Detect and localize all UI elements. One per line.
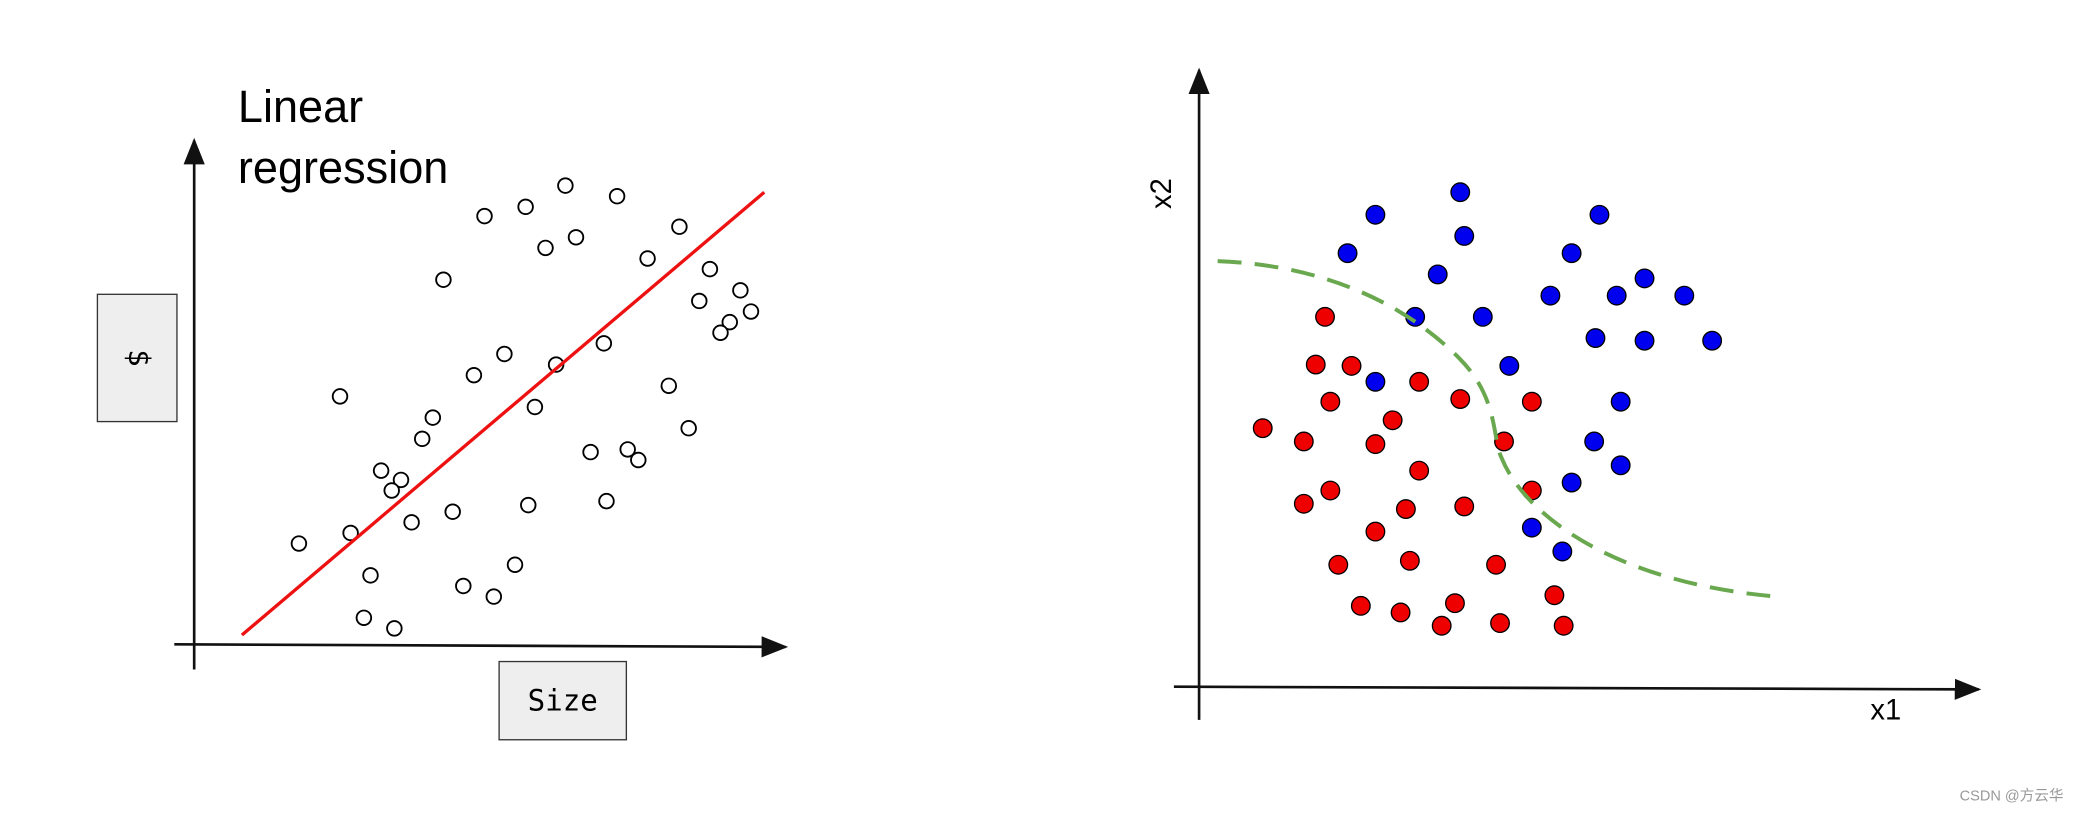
classification-diagram: x2 x1: [1146, 67, 1982, 727]
watermark: CSDN @方云华: [1960, 788, 2064, 805]
title-line: regression: [238, 142, 448, 193]
y-label: $: [122, 349, 156, 367]
data-points: [290, 177, 760, 637]
x-label-box: [498, 660, 628, 741]
x-label: Size: [528, 684, 598, 718]
regression-line: [240, 190, 766, 637]
class-b-points: [1252, 306, 1574, 636]
y-label: x2: [1146, 178, 1178, 209]
y-label-box: [96, 293, 178, 423]
class-a-points: [1337, 182, 1723, 562]
decision-boundary: [1217, 259, 1778, 599]
x-label: x1: [1870, 695, 1901, 727]
linear-regression-diagram: Linear regression $ Size: [96, 81, 789, 741]
title-line: Linear: [238, 81, 363, 132]
x-axis: [1173, 678, 1982, 700]
x-axis: [174, 636, 789, 658]
